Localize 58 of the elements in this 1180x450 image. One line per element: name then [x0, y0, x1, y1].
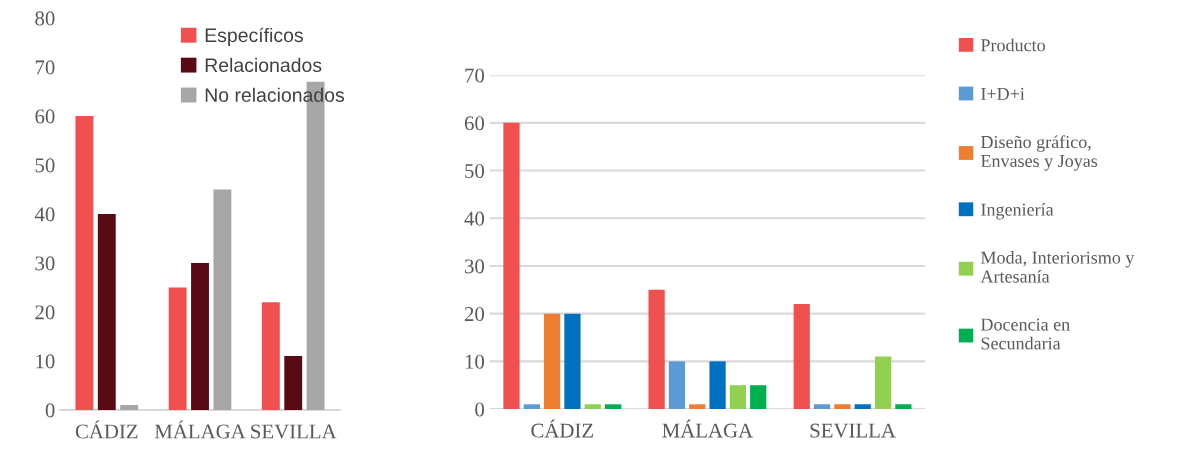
- bar: [523, 404, 540, 410]
- x-tick-label: MÁLAGA: [154, 420, 246, 439]
- x-tick-label: SEVILLA: [251, 424, 337, 439]
- y-tick-label: 60: [35, 109, 55, 124]
- y-tick-label: 50: [465, 163, 485, 178]
- bar: [584, 404, 601, 410]
- y-tick-label: 20: [35, 305, 55, 320]
- bar: [709, 361, 726, 410]
- y-tick-label: 40: [34, 207, 55, 222]
- y-tick-label: 50: [35, 158, 55, 173]
- legend-label: No relacionados: [205, 87, 345, 102]
- legend-label: Diseño gráfico, Envases y Joyas: [980, 135, 1098, 171]
- y-tick-label: 30: [35, 256, 55, 271]
- legend-label: Relacionados: [205, 57, 322, 73]
- bar: [648, 289, 665, 410]
- bar: [213, 189, 232, 410]
- x-tick-label: SEVILLA: [810, 423, 896, 438]
- y-tick-label: 80: [35, 11, 55, 26]
- y-tick-label: 0: [475, 402, 485, 417]
- bar: [813, 404, 831, 410]
- x-tick-label: CÁDIZ: [531, 419, 593, 438]
- y-tick-label: 10: [465, 354, 485, 369]
- y-tick-label: 10: [36, 354, 55, 369]
- y-tick-label: 30: [465, 259, 485, 274]
- bar: [668, 361, 686, 410]
- x-tick-label: MÁLAGA: [662, 419, 753, 438]
- bar: [120, 405, 139, 410]
- y-tick-label: 40: [464, 211, 485, 226]
- legend-label: Docencia en Secundaria: [980, 318, 1070, 350]
- legend-label: Moda, Interiorismo y Artesanía: [980, 251, 1135, 283]
- y-tick-label: 0: [45, 403, 55, 418]
- bar: [284, 356, 303, 410]
- bar: [854, 404, 871, 410]
- x-tick-label: CÁDIZ: [75, 420, 138, 439]
- bar: [543, 313, 561, 410]
- bar: [895, 404, 912, 410]
- bar: [793, 304, 810, 410]
- bar: [874, 356, 892, 410]
- y-tick-label: 20: [464, 307, 485, 322]
- legend-label: Ingeniería: [981, 202, 1054, 220]
- legend-label: Producto: [980, 38, 1045, 52]
- y-tick-label: 60: [464, 116, 485, 131]
- bar: [564, 313, 581, 410]
- bar: [834, 404, 851, 410]
- bar: [168, 287, 187, 410]
- legend-label: I+D+i: [981, 87, 1025, 100]
- bar: [191, 262, 209, 410]
- bar: [75, 115, 94, 410]
- bar: [750, 385, 767, 410]
- y-tick-label: 70: [35, 60, 55, 75]
- y-tick-label: 70: [465, 68, 485, 83]
- legend-label: Específicos: [205, 27, 303, 47]
- bar: [97, 213, 116, 410]
- bar: [604, 404, 622, 410]
- bar: [503, 122, 520, 410]
- bar: [261, 302, 280, 410]
- bar: [729, 385, 747, 410]
- bar: [689, 404, 706, 410]
